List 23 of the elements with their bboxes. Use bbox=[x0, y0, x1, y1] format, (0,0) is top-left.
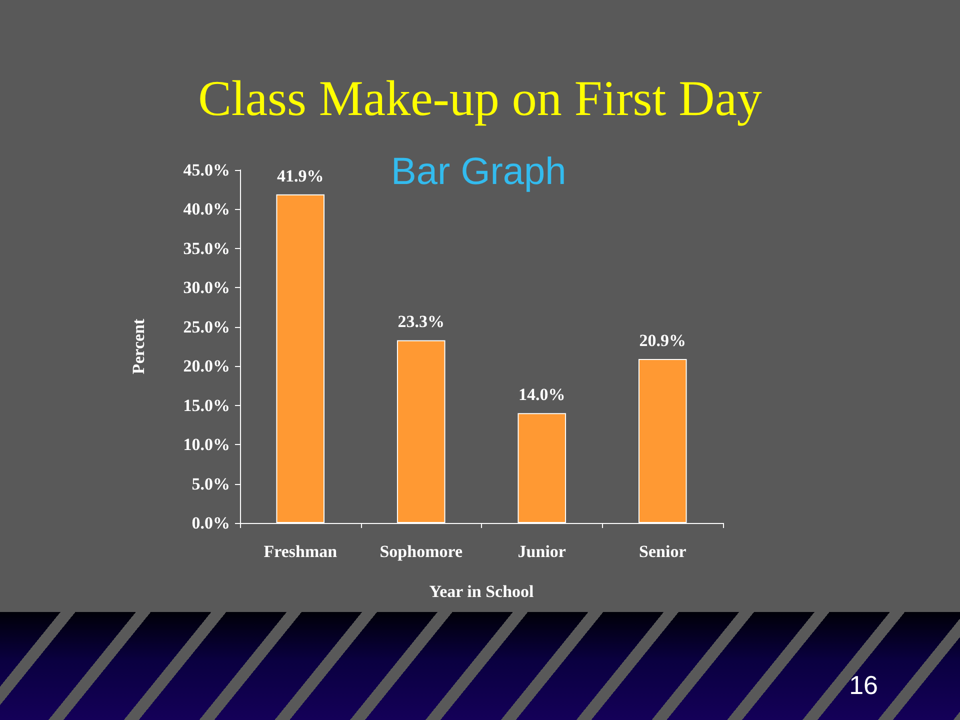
y-tick-label: 10.0% bbox=[183, 435, 230, 454]
y-tick-label: 25.0% bbox=[183, 317, 230, 336]
y-axis-title: Percent bbox=[129, 318, 148, 374]
data-label: 20.9% bbox=[639, 331, 686, 350]
chart-subtitle: Bar Graph bbox=[391, 151, 566, 193]
y-tick-label: 5.0% bbox=[192, 474, 230, 494]
x-tick-label: Junior bbox=[518, 542, 566, 561]
text: 16 bbox=[849, 670, 878, 700]
data-label: 41.9% bbox=[277, 166, 324, 186]
data-label: 14.0% bbox=[518, 385, 566, 404]
chart-title: Class Make-up on First Day bbox=[198, 70, 762, 126]
x-tick-label: Freshman bbox=[264, 542, 338, 561]
y-tick-label: 40.0% bbox=[183, 200, 230, 219]
data-label: 23.3% bbox=[398, 312, 444, 332]
x-tick-label: Senior bbox=[639, 542, 687, 561]
y-tick-label: 20.0% bbox=[183, 356, 230, 376]
y-tick-label: 15.0% bbox=[183, 396, 230, 415]
y-tick-label: 35.0% bbox=[183, 238, 230, 258]
y-tick-label: 0.0% bbox=[192, 514, 230, 532]
x-tick-label: Sophomore bbox=[380, 542, 463, 561]
y-tick-label: 45.0% bbox=[183, 160, 230, 180]
x-axis-title: Year in School bbox=[429, 582, 534, 601]
y-tick-label: 30.0% bbox=[183, 278, 230, 298]
